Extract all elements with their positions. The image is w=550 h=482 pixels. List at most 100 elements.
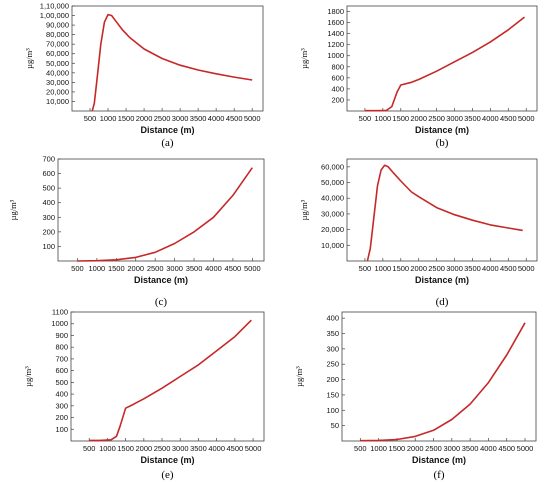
y-tick-label: 60,000 xyxy=(46,49,69,58)
x-axis-label: Distance (m) xyxy=(134,275,188,285)
x-tick-label: 3000 xyxy=(446,114,463,123)
y-axis-label: µg/m³ xyxy=(23,366,33,387)
series-line xyxy=(91,13,253,112)
x-tick-label: 4500 xyxy=(227,444,244,453)
plot-frame xyxy=(346,5,538,112)
x-tick-label: 2000 xyxy=(135,444,152,453)
x-tick-label: 2500 xyxy=(154,444,171,453)
x-tick-label: 500 xyxy=(71,264,84,273)
x-tick-label: 2000 xyxy=(136,114,153,123)
y-tick-label: 350 xyxy=(326,329,339,338)
y-tick-label: 250 xyxy=(326,360,339,369)
x-tick-label: 1000 xyxy=(370,444,387,453)
x-tick-label: 4000 xyxy=(482,264,499,273)
series-line xyxy=(364,16,525,112)
x-tick-label: 5000 xyxy=(518,114,535,123)
series-line xyxy=(360,322,526,442)
y-tick-label: 30,000 xyxy=(46,78,69,87)
plot-frame xyxy=(341,311,537,442)
y-axis-label: µg/m³ xyxy=(24,48,34,69)
x-tick-label: 1500 xyxy=(389,444,406,453)
x-tick-label: 5000 xyxy=(245,444,262,453)
y-tick-label: 90,000 xyxy=(46,21,69,30)
x-tick-label: 4000 xyxy=(482,114,499,123)
y-tick-label: 600 xyxy=(42,169,55,178)
x-tick-label: 1000 xyxy=(100,114,117,123)
x-tick-label: 1500 xyxy=(392,264,409,273)
x-tick-label: 2000 xyxy=(410,264,427,273)
y-tick-label: 1000 xyxy=(327,51,344,60)
panel-caption: (d) xyxy=(436,296,449,308)
y-tick-label: 800 xyxy=(55,343,68,352)
x-tick-label: 3000 xyxy=(166,264,183,273)
y-tick-label: 300 xyxy=(55,401,68,410)
y-tick-label: 1,00,000 xyxy=(40,11,69,20)
x-tick-label: 1000 xyxy=(99,444,116,453)
y-tick-label: 20,000 xyxy=(46,87,69,96)
y-tick-label: 1000 xyxy=(51,319,68,328)
series-line xyxy=(77,167,253,262)
x-tick-label: 500 xyxy=(359,264,372,273)
x-tick-label: 1500 xyxy=(117,444,134,453)
x-tick-label: 1500 xyxy=(118,114,135,123)
x-tick-label: 2000 xyxy=(407,444,424,453)
y-tick-label: 1100 xyxy=(52,308,68,317)
x-tick-label: 5000 xyxy=(244,264,261,273)
y-tick-label: 50 xyxy=(331,421,339,430)
series-line xyxy=(366,164,523,262)
y-tick-label: 600 xyxy=(331,73,344,82)
y-tick-label: 200 xyxy=(326,375,339,384)
x-tick-label: 3000 xyxy=(443,444,460,453)
panel-caption: (e) xyxy=(161,469,174,481)
y-tick-label: 100 xyxy=(326,406,339,415)
y-tick-label: 10,000 xyxy=(46,97,69,106)
y-tick-label: 10,000 xyxy=(321,241,344,250)
plot-frame xyxy=(71,5,264,112)
x-tick-label: 500 xyxy=(84,114,97,123)
x-tick-label: 2500 xyxy=(147,264,164,273)
y-tick-label: 1200 xyxy=(327,40,344,49)
x-tick-label: 2000 xyxy=(127,264,144,273)
chart-panel-3: 100 200 300 400 500 600 700 500 1000 1500 2000 2500… xyxy=(8,155,265,308)
y-tick-label: 600 xyxy=(55,366,68,375)
y-tick-label: 30,000 xyxy=(321,209,344,218)
y-tick-label: 400 xyxy=(55,390,68,399)
x-tick-label: 500 xyxy=(359,114,372,123)
y-tick-label: 700 xyxy=(55,354,68,363)
x-tick-label: 4500 xyxy=(225,264,242,273)
plot-frame xyxy=(57,158,265,262)
panel-caption: (b) xyxy=(436,137,449,149)
x-tick-label: 4500 xyxy=(500,264,517,273)
y-tick-label: 40,000 xyxy=(321,194,344,203)
y-tick-label: 300 xyxy=(42,213,55,222)
x-tick-label: 1000 xyxy=(375,264,392,273)
y-tick-label: 1800 xyxy=(327,7,344,16)
y-tick-label: 1400 xyxy=(327,29,344,38)
x-tick-label: 3500 xyxy=(190,114,207,123)
y-axis-label: µg/m³ xyxy=(294,366,304,387)
y-tick-label: 50,000 xyxy=(46,59,69,68)
x-tick-label: 5000 xyxy=(517,444,534,453)
y-tick-label: 200 xyxy=(55,413,68,422)
x-axis-label: Distance (m) xyxy=(412,455,466,465)
y-tick-label: 900 xyxy=(55,331,68,340)
x-tick-label: 2000 xyxy=(410,114,427,123)
y-tick-label: 800 xyxy=(331,62,344,71)
y-tick-label: 20,000 xyxy=(321,225,344,234)
y-tick-label: 40,000 xyxy=(46,68,69,77)
x-tick-label: 2500 xyxy=(154,114,171,123)
plot-frame xyxy=(70,311,265,442)
panel-caption: (a) xyxy=(161,137,174,149)
y-tick-label: 400 xyxy=(42,198,55,207)
x-tick-label: 4000 xyxy=(208,444,225,453)
panel-caption: (f) xyxy=(434,469,445,481)
y-tick-label: 200 xyxy=(42,227,55,236)
x-tick-label: 2500 xyxy=(425,444,442,453)
y-tick-label: 700 xyxy=(42,155,55,164)
y-tick-label: 150 xyxy=(326,390,339,399)
series-line xyxy=(89,319,252,442)
